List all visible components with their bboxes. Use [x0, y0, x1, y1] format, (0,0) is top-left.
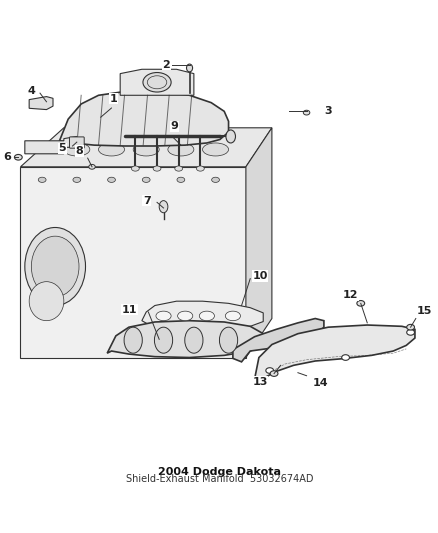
Ellipse shape: [185, 327, 203, 353]
Ellipse shape: [124, 327, 142, 353]
Ellipse shape: [270, 371, 278, 376]
Ellipse shape: [38, 177, 46, 182]
Text: 7: 7: [143, 196, 151, 206]
Polygon shape: [254, 325, 415, 379]
Polygon shape: [60, 91, 229, 146]
Ellipse shape: [159, 200, 168, 213]
Ellipse shape: [14, 155, 22, 160]
Ellipse shape: [89, 164, 95, 169]
Ellipse shape: [156, 311, 171, 321]
Ellipse shape: [73, 177, 81, 182]
Ellipse shape: [225, 311, 240, 321]
Polygon shape: [29, 96, 53, 110]
Polygon shape: [246, 128, 272, 358]
Ellipse shape: [175, 166, 183, 171]
Text: Shield-Exhaust Manifold  53032674AD: Shield-Exhaust Manifold 53032674AD: [126, 474, 314, 484]
Polygon shape: [233, 319, 324, 362]
Ellipse shape: [212, 177, 219, 182]
Text: 2: 2: [162, 60, 170, 70]
Polygon shape: [25, 136, 77, 154]
Text: 4: 4: [28, 86, 35, 96]
Ellipse shape: [187, 64, 193, 72]
Ellipse shape: [168, 143, 194, 156]
Ellipse shape: [133, 143, 159, 156]
FancyBboxPatch shape: [21, 167, 246, 358]
Ellipse shape: [407, 329, 414, 335]
Ellipse shape: [197, 166, 204, 171]
Ellipse shape: [64, 143, 90, 156]
Ellipse shape: [226, 130, 236, 143]
Ellipse shape: [143, 72, 171, 92]
Ellipse shape: [177, 177, 185, 182]
Text: 11: 11: [122, 305, 138, 315]
Ellipse shape: [32, 236, 79, 297]
Ellipse shape: [108, 177, 116, 182]
Ellipse shape: [199, 311, 215, 321]
Ellipse shape: [142, 177, 150, 182]
Ellipse shape: [266, 368, 274, 373]
Text: 10: 10: [252, 271, 268, 281]
Ellipse shape: [155, 327, 173, 353]
Ellipse shape: [25, 228, 85, 305]
Text: 14: 14: [313, 378, 328, 388]
Text: 12: 12: [343, 290, 359, 300]
Polygon shape: [120, 69, 194, 95]
Text: 9: 9: [170, 122, 178, 131]
Ellipse shape: [357, 301, 365, 306]
Ellipse shape: [202, 143, 229, 156]
Ellipse shape: [304, 110, 310, 115]
Text: 1: 1: [110, 93, 117, 103]
Polygon shape: [107, 321, 263, 358]
Ellipse shape: [219, 327, 238, 353]
Ellipse shape: [99, 143, 124, 156]
Text: 6: 6: [3, 152, 11, 162]
Ellipse shape: [342, 354, 350, 360]
Polygon shape: [142, 301, 263, 330]
FancyBboxPatch shape: [70, 137, 84, 148]
Text: 13: 13: [252, 377, 268, 387]
Text: 8: 8: [76, 146, 83, 156]
Ellipse shape: [29, 281, 64, 321]
Ellipse shape: [407, 325, 414, 330]
Text: 2004 Dodge Dakota: 2004 Dodge Dakota: [159, 467, 281, 478]
Ellipse shape: [131, 166, 139, 171]
Ellipse shape: [178, 311, 193, 321]
Ellipse shape: [153, 166, 161, 171]
Text: 15: 15: [417, 306, 432, 317]
Text: 5: 5: [58, 143, 66, 153]
Polygon shape: [21, 128, 272, 167]
Text: 3: 3: [324, 106, 332, 116]
